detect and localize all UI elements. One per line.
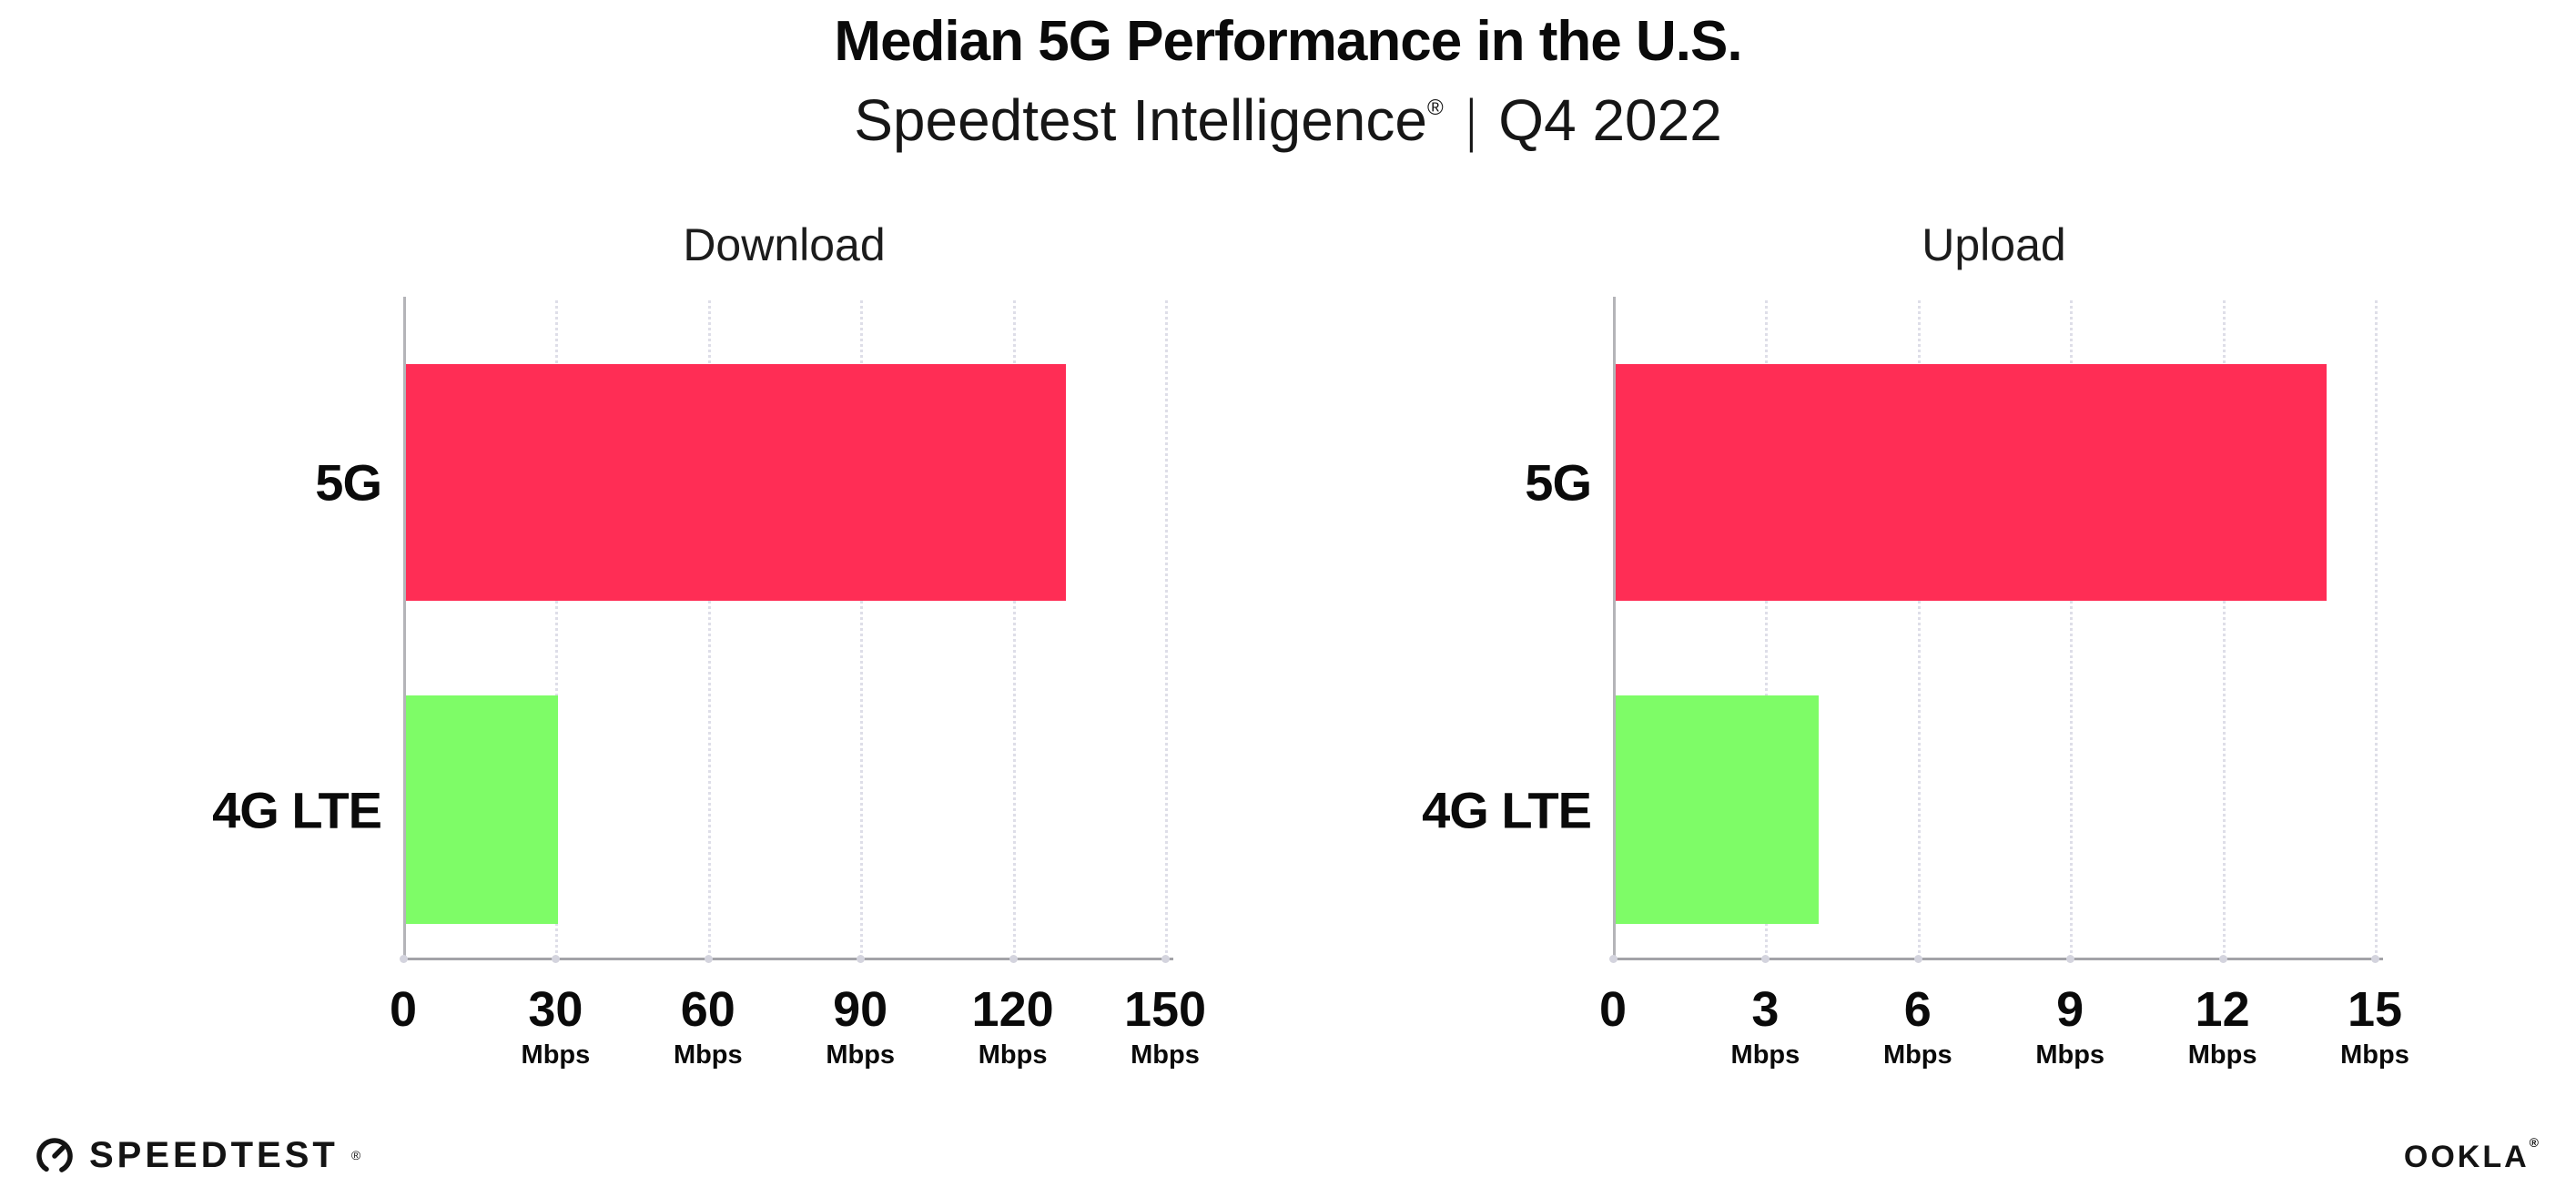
download-chart-title: Download — [683, 219, 886, 270]
gridline-15-upload — [2375, 300, 2378, 959]
figure-title: Median 5G Performance in the U.S. — [834, 10, 1742, 73]
x-tick-value-90-download: 90 — [833, 982, 888, 1037]
subtitle-period: Q4 2022 — [1498, 87, 1722, 153]
category-label-4g-lte-upload: 4G LTE — [1422, 781, 1592, 839]
gridline-90-download — [860, 300, 864, 959]
speedtest-trademark-icon: ® — [350, 1148, 361, 1162]
x-tick-value-150-download: 150 — [1123, 982, 1207, 1037]
gridline-12-upload — [2222, 300, 2226, 959]
download-plot-area: 5G 4G LTE 0 30 Mbps 60 Mbps 90 Mbps 120 Mbps 150 Mbp… — [212, 297, 1206, 1069]
x-tick-label-30-download: 30 Mbps — [522, 984, 591, 1069]
gridline-3-upload — [1765, 300, 1769, 959]
category-label-4g-lte-download: 4G LTE — [212, 781, 382, 839]
gridline-60-download — [707, 300, 711, 959]
x-tick-value-0-upload: 0 — [1598, 982, 1628, 1037]
bar-5g-download — [406, 364, 1067, 602]
upload-chart-title: Upload — [1922, 219, 2066, 270]
x-tick-label-120-download: 120 Mbps — [972, 984, 1054, 1069]
gridline-30-download — [555, 300, 559, 959]
bar-4g-lte-download — [406, 695, 559, 925]
x-tick-value-30-download: 30 — [528, 982, 583, 1037]
x-tick-value-60-download: 60 — [680, 982, 735, 1037]
x-axis-tick-mark-3-upload — [1761, 955, 1770, 963]
x-tick-unit-30-download: Mbps — [521, 1040, 591, 1070]
x-tick-value-6-upload: 6 — [1903, 982, 1932, 1037]
gridline-6-upload — [1917, 300, 1921, 959]
ookla-logo: OOKLA® — [2404, 1135, 2541, 1175]
x-axis-tick-mark-12-upload — [2218, 955, 2227, 963]
x-tick-unit-60-download: Mbps — [673, 1040, 743, 1070]
figure-header: Median 5G Performance in the U.S. Speedt… — [0, 0, 2576, 154]
x-tick-unit-3-upload: Mbps — [1730, 1040, 1800, 1070]
download-y-axis-line — [403, 297, 406, 959]
x-tick-unit-9-upload: Mbps — [2035, 1040, 2105, 1070]
x-axis-tick-mark-90-download — [857, 955, 866, 963]
x-tick-unit-150-download: Mbps — [1131, 1040, 1200, 1070]
download-chart: Download 5G 4G LTE 0 30 Mbps 60 Mbps 90 Mbps 120 M… — [76, 218, 1206, 1138]
x-axis-tick-mark-60-download — [704, 955, 713, 963]
x-tick-value-9-upload: 9 — [2056, 982, 2084, 1037]
x-tick-value-15-upload: 15 — [2347, 982, 2403, 1037]
bar-5g-upload — [1616, 364, 2328, 602]
subtitle-brand: Speedtest Intelligence — [854, 87, 1427, 153]
bar-4g-lte-upload — [1616, 695, 1820, 925]
x-tick-label-90-download: 90 Mbps — [826, 984, 895, 1069]
gridline-9-upload — [2070, 300, 2074, 959]
x-axis-tick-mark-6-upload — [1913, 955, 1922, 963]
x-tick-label-150-download: 150 Mbps — [1124, 984, 1206, 1069]
gridline-150-download — [1165, 300, 1168, 959]
x-axis-tick-mark-9-upload — [2066, 955, 2075, 963]
x-tick-label-9-upload: 9 Mbps — [2035, 984, 2104, 1069]
upload-plot-area: 5G 4G LTE 0 3 Mbps 6 Mbps 9 Mbps 12 Mbps 15 Mbps — [1422, 297, 2409, 1069]
x-tick-label-0-upload: 0 — [1599, 984, 1627, 1036]
download-x-axis-line — [403, 958, 1173, 960]
x-tick-value-0-download: 0 — [389, 982, 418, 1037]
x-tick-unit-6-upload: Mbps — [1882, 1040, 1952, 1070]
x-tick-unit-15-upload: Mbps — [2340, 1040, 2409, 1070]
x-tick-unit-12-upload: Mbps — [2187, 1040, 2257, 1070]
x-tick-unit-120-download: Mbps — [978, 1040, 1048, 1070]
category-label-5g-download: 5G — [315, 453, 382, 512]
x-tick-value-12-upload: 12 — [2195, 982, 2250, 1037]
x-tick-label-6-upload: 6 Mbps — [1883, 984, 1952, 1069]
figure-footer: SPEEDTEST ® OOKLA® — [0, 1124, 2576, 1197]
subtitle-separator: | — [1465, 87, 1476, 153]
x-tick-value-120-download: 120 — [971, 982, 1054, 1037]
category-label-5g-upload: 5G — [1525, 453, 1592, 512]
ookla-trademark-icon: ® — [2529, 1135, 2541, 1150]
x-tick-value-3-upload: 3 — [1751, 982, 1780, 1037]
upload-y-axis-line — [1613, 297, 1616, 959]
x-tick-label-15-upload: 15 Mbps — [2340, 984, 2409, 1069]
x-tick-label-12-upload: 12 Mbps — [2188, 984, 2257, 1069]
x-axis-tick-mark-0-upload — [1609, 955, 1618, 963]
x-tick-label-60-download: 60 Mbps — [674, 984, 743, 1069]
figure-subtitle: Speedtest Intelligence® | Q4 2022 — [0, 74, 2576, 154]
speedtest-logo: SPEEDTEST ® — [33, 1133, 360, 1177]
ookla-wordmark: OOKLA — [2403, 1140, 2530, 1174]
x-axis-tick-mark-120-download — [1009, 955, 1018, 963]
registered-trademark-icon: ® — [1426, 96, 1444, 120]
upload-x-axis-line — [1613, 958, 2383, 960]
speedtest-gauge-icon — [36, 1138, 73, 1174]
speedtest-wordmark: SPEEDTEST — [89, 1134, 339, 1175]
x-axis-tick-mark-0-download — [400, 955, 408, 963]
x-axis-tick-mark-15-upload — [2371, 955, 2379, 963]
x-tick-label-0-download: 0 — [390, 984, 417, 1036]
x-tick-label-3-upload: 3 Mbps — [1731, 984, 1800, 1069]
x-axis-tick-mark-30-download — [552, 955, 561, 963]
x-tick-unit-90-download: Mbps — [826, 1040, 896, 1070]
upload-chart: Upload 5G 4G LTE 0 3 Mbps 6 Mbps 9 Mbps 12 Mbps 15 M… — [1285, 218, 2409, 1138]
x-axis-tick-mark-150-download — [1161, 955, 1170, 963]
gridline-120-download — [1012, 300, 1016, 959]
